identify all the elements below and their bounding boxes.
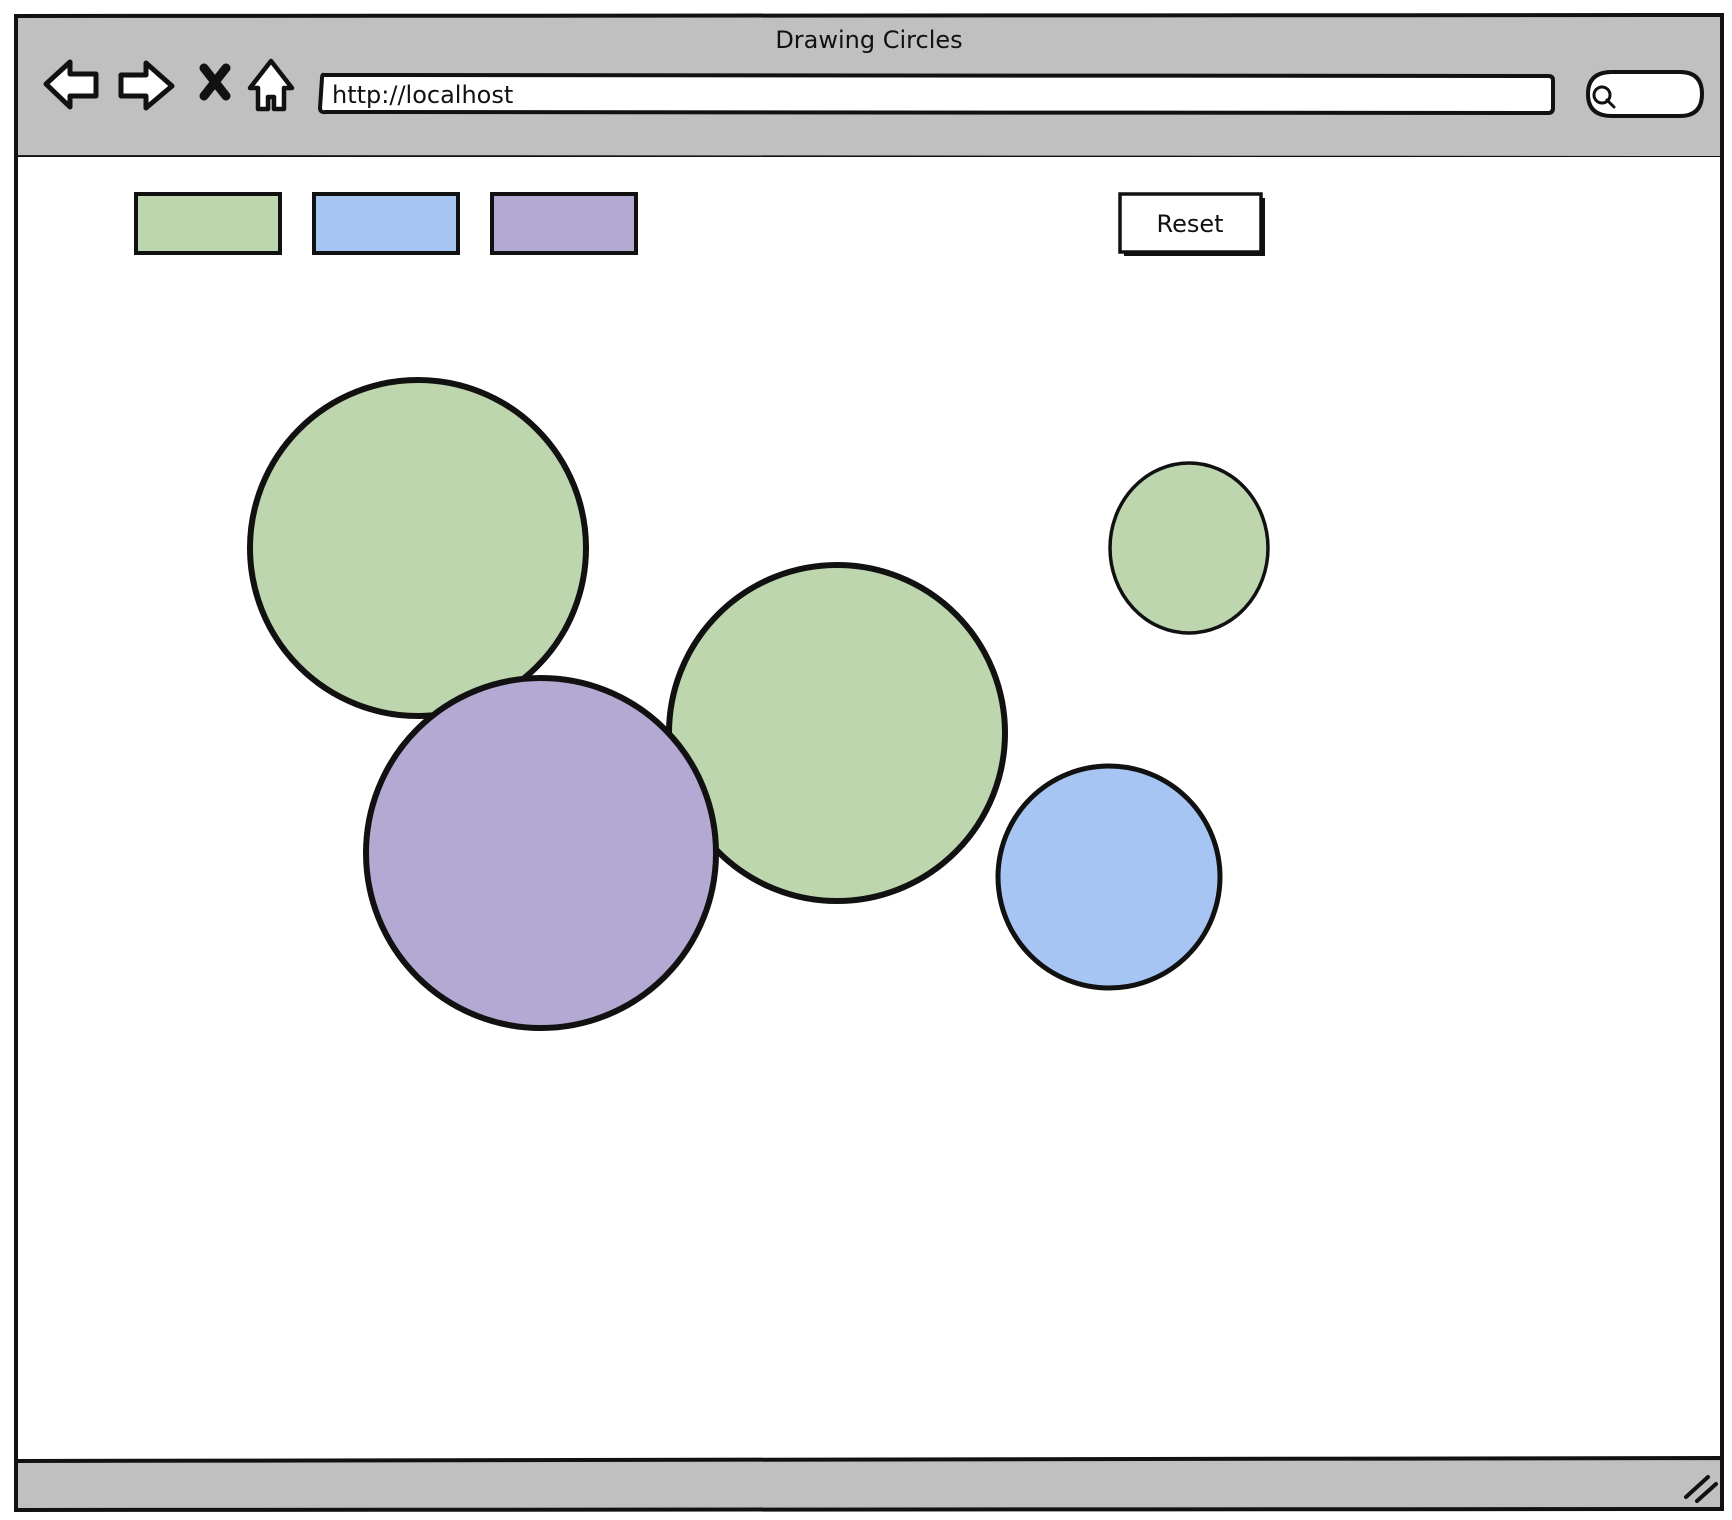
canvas-circle[interactable] bbox=[995, 763, 1223, 991]
address-bar-url: http://localhost bbox=[332, 81, 513, 109]
drawing-canvas[interactable] bbox=[247, 377, 1270, 1031]
color-palette bbox=[134, 192, 638, 255]
stop-x-icon[interactable] bbox=[199, 63, 231, 101]
forward-arrow-icon[interactable] bbox=[118, 60, 175, 111]
color-swatch-blue[interactable] bbox=[312, 192, 460, 255]
canvas-circle[interactable] bbox=[363, 675, 719, 1031]
resize-grip-icon[interactable] bbox=[1684, 1475, 1718, 1503]
address-bar[interactable]: http://localhost bbox=[317, 72, 1555, 116]
search-box[interactable] bbox=[1585, 70, 1705, 118]
search-icon bbox=[1592, 85, 1616, 109]
home-icon[interactable] bbox=[247, 58, 295, 112]
color-swatch-purple[interactable] bbox=[490, 192, 638, 255]
bottom-status-bar bbox=[14, 1455, 1724, 1513]
window-title: Drawing Circles bbox=[775, 26, 962, 54]
reset-button[interactable]: Reset bbox=[1118, 192, 1265, 256]
canvas-circle[interactable] bbox=[666, 562, 1008, 904]
canvas-circle[interactable] bbox=[247, 377, 589, 719]
color-swatch-green[interactable] bbox=[134, 192, 282, 255]
reset-button-label: Reset bbox=[1156, 210, 1223, 238]
back-arrow-icon[interactable] bbox=[43, 59, 99, 110]
canvas-circle[interactable] bbox=[1108, 461, 1270, 635]
